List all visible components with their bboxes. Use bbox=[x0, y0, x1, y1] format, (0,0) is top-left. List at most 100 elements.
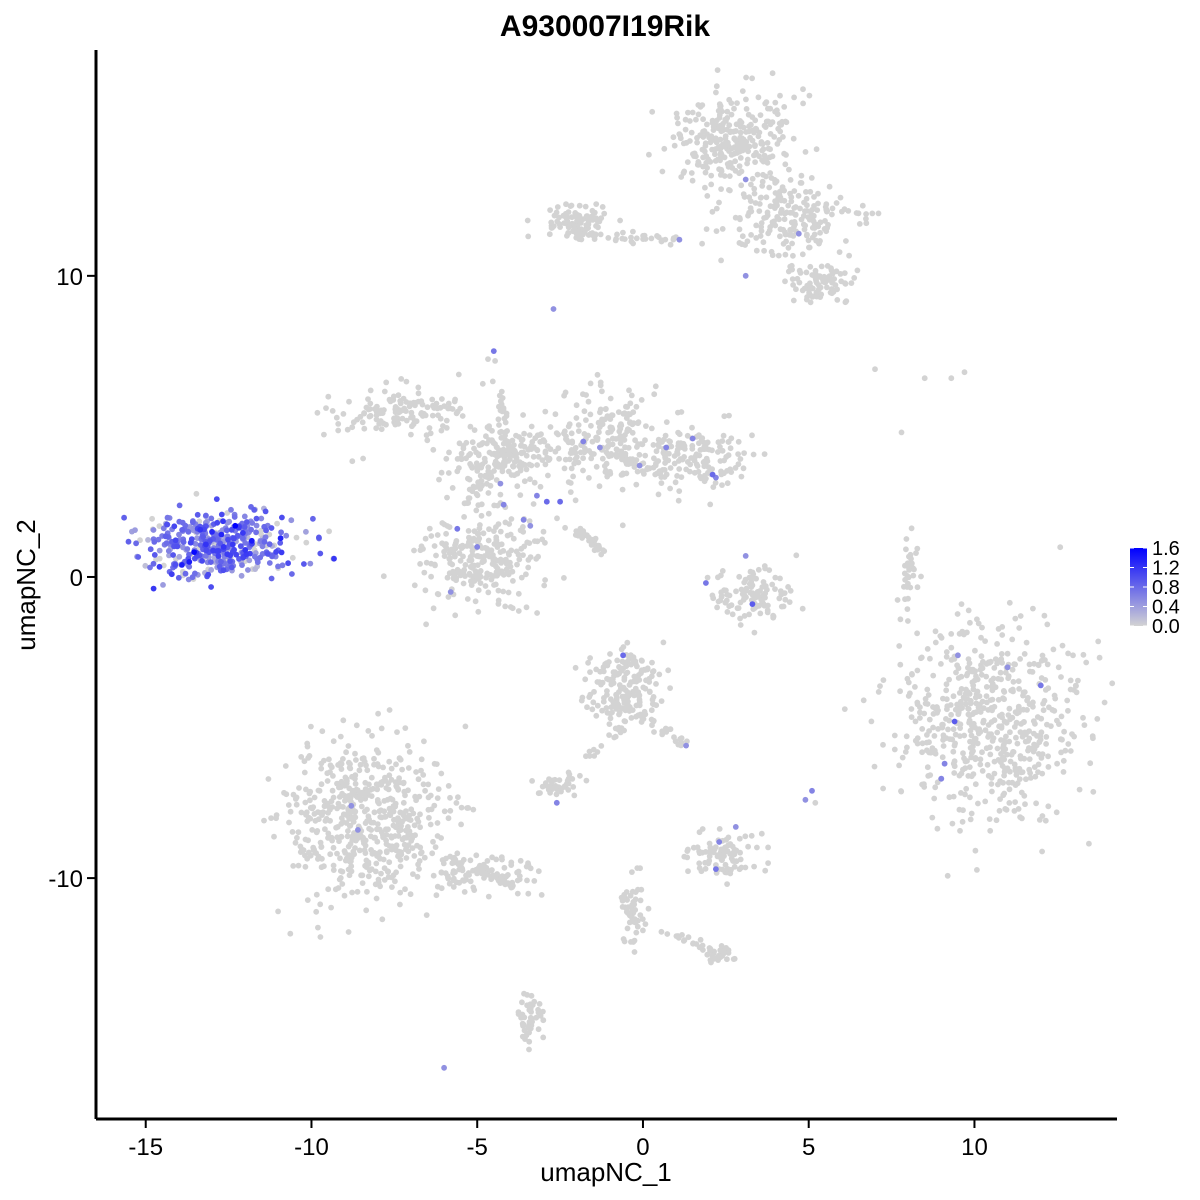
cell-point bbox=[215, 553, 222, 559]
cell-point bbox=[736, 163, 743, 170]
cell-point bbox=[373, 425, 380, 432]
cell-point bbox=[463, 455, 469, 462]
cell-point bbox=[245, 567, 251, 573]
cell-point bbox=[462, 562, 469, 568]
cell-point bbox=[707, 947, 713, 954]
cell-point bbox=[428, 533, 435, 539]
cell-point bbox=[504, 568, 511, 575]
cell-point bbox=[897, 661, 904, 668]
cell-point bbox=[1007, 758, 1014, 765]
cell-point bbox=[208, 584, 215, 590]
cell-point bbox=[799, 251, 806, 258]
cell-point bbox=[717, 150, 724, 156]
cell-point bbox=[187, 539, 194, 546]
cell-point bbox=[955, 675, 962, 681]
cell-point bbox=[305, 755, 312, 761]
cell-point bbox=[599, 204, 606, 210]
cell-point bbox=[905, 618, 911, 624]
cell-point bbox=[754, 171, 761, 178]
cell-point bbox=[403, 846, 409, 853]
cell-point bbox=[593, 434, 600, 441]
cell-point bbox=[387, 810, 393, 817]
cell-point bbox=[540, 528, 547, 535]
cell-point bbox=[924, 646, 931, 652]
cell-point bbox=[772, 574, 779, 581]
cell-point bbox=[580, 455, 586, 462]
cell-point bbox=[375, 879, 382, 886]
cell-point bbox=[344, 426, 351, 433]
cell-point bbox=[156, 563, 163, 570]
cell-point bbox=[373, 895, 380, 902]
cell-point bbox=[782, 231, 789, 238]
cell-point bbox=[347, 761, 353, 767]
cell-point bbox=[921, 375, 928, 382]
cell-point bbox=[622, 718, 629, 725]
cell-point bbox=[434, 820, 441, 826]
cell-point bbox=[481, 553, 488, 559]
cell-point bbox=[525, 564, 532, 571]
cell-point bbox=[1003, 806, 1010, 813]
cell-point bbox=[321, 431, 327, 438]
cell-point bbox=[803, 269, 810, 276]
cell-point bbox=[428, 573, 434, 580]
cell-point bbox=[203, 512, 209, 519]
cell-point bbox=[944, 872, 951, 879]
cell-point bbox=[603, 460, 610, 467]
cell-point bbox=[137, 537, 143, 544]
cell-point bbox=[524, 539, 531, 546]
cell-point bbox=[400, 779, 407, 786]
cell-point bbox=[421, 569, 428, 576]
cell-point bbox=[644, 466, 650, 473]
cell-point bbox=[519, 436, 526, 443]
cell-point bbox=[538, 431, 544, 438]
cell-point bbox=[677, 440, 684, 446]
cell-point bbox=[601, 210, 608, 217]
cell-point bbox=[848, 280, 855, 286]
cell-point bbox=[493, 444, 500, 450]
cell-point bbox=[433, 400, 440, 407]
cell-point bbox=[175, 574, 182, 581]
cell-point bbox=[301, 769, 308, 776]
cell-point bbox=[670, 236, 677, 243]
cell-point bbox=[367, 406, 373, 412]
cell-point bbox=[520, 412, 526, 418]
cell-point bbox=[1013, 734, 1019, 741]
cell-point bbox=[542, 461, 549, 468]
cell-point bbox=[675, 497, 682, 504]
cell-point bbox=[652, 383, 659, 390]
cell-point bbox=[775, 252, 782, 259]
cell-point bbox=[418, 756, 425, 763]
cell-point bbox=[595, 544, 602, 551]
cell-point bbox=[391, 415, 397, 422]
cell-point bbox=[758, 140, 765, 147]
cell-point bbox=[621, 693, 628, 700]
cell-point bbox=[427, 792, 434, 799]
cell-point bbox=[393, 783, 400, 789]
cell-point bbox=[457, 557, 464, 564]
cell-point bbox=[708, 181, 715, 188]
cell-point bbox=[917, 715, 923, 721]
cell-point bbox=[286, 819, 292, 826]
cell-point bbox=[1064, 697, 1071, 704]
cell-point bbox=[411, 582, 418, 589]
cell-point bbox=[633, 702, 640, 709]
cell-point bbox=[1016, 686, 1022, 692]
cell-point bbox=[392, 404, 399, 410]
cell-point bbox=[323, 405, 329, 411]
cell-point bbox=[378, 870, 384, 877]
cell-point bbox=[348, 815, 354, 822]
cell-point bbox=[757, 610, 764, 617]
cell-point bbox=[1026, 661, 1033, 668]
cell-point bbox=[347, 810, 353, 816]
cell-point bbox=[422, 535, 429, 542]
cell-point bbox=[597, 231, 604, 238]
cell-point bbox=[914, 701, 921, 708]
cell-point bbox=[226, 518, 233, 525]
cell-point bbox=[747, 205, 754, 212]
cell-point bbox=[1012, 799, 1018, 805]
cell-point bbox=[438, 469, 445, 476]
cell-point bbox=[946, 717, 953, 724]
cell-point bbox=[931, 795, 938, 802]
cell-point bbox=[934, 825, 941, 832]
cell-point bbox=[217, 540, 224, 547]
